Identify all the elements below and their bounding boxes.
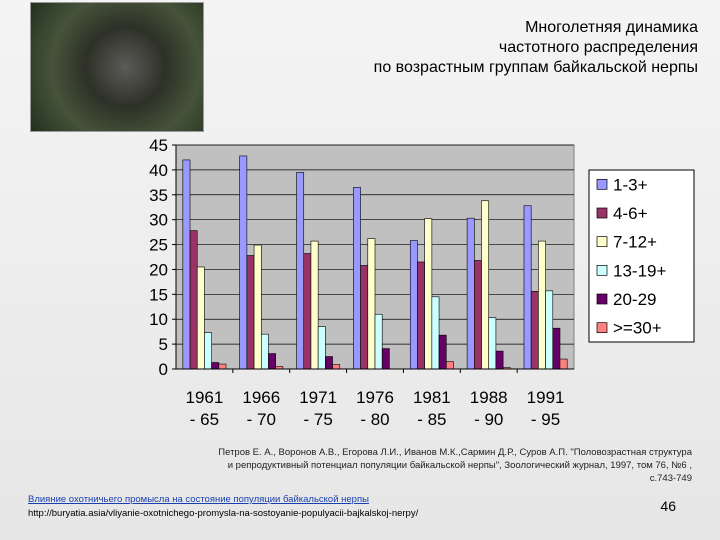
bar-3-0 [353, 187, 361, 370]
bar-4-5 [445, 361, 454, 370]
legend-label-5: >=30+ [613, 319, 662, 338]
bar-2-5 [332, 364, 341, 370]
y-tick-label-4: 20 [149, 260, 168, 279]
x-tick-label-5-a: 1988 [470, 388, 508, 407]
y-tick-label-8: 40 [149, 161, 168, 180]
y-tick-label-9: 45 [149, 136, 168, 155]
legend-label-4: 20-29 [613, 290, 656, 309]
bar-0-4 [211, 362, 220, 370]
chart-container: 0 5 10 15 20 25 30 35 40 45 1961 - 65 1966 - 70 1971 - … [128, 130, 698, 440]
slide-title: Многолетняя динамика частотного распреде… [278, 18, 698, 78]
bar-2-0 [296, 172, 305, 370]
legend-label-0: 1-3+ [613, 175, 648, 194]
title-line-2: частотного распределения [498, 39, 698, 56]
bar-4-0 [409, 240, 418, 370]
bar-5-0 [466, 217, 475, 370]
legend-label-1: 4-6+ [613, 204, 648, 223]
bar-4-2 [424, 218, 433, 370]
bar-3-1 [360, 265, 369, 370]
bar-2-3 [317, 326, 326, 370]
bar-6-0 [523, 205, 532, 370]
page-number: 46 [660, 498, 676, 514]
bar-0-0 [182, 159, 191, 370]
bar-1-4 [268, 353, 276, 370]
bar-1-2 [253, 244, 262, 370]
x-tick-label-1-b: - 70 [247, 410, 276, 429]
bar-0-2 [196, 266, 205, 370]
x-tick-label-4-b: - 85 [417, 410, 446, 429]
x-tick-label-1-a: 1966 [242, 388, 280, 407]
title-line-3: по возрастным группам байкальской нерпы [373, 59, 698, 76]
legend-label-3: 13-19+ [613, 261, 666, 280]
legend-swatch-3 [596, 264, 608, 276]
bar-3-3 [374, 313, 383, 370]
bar-2-4 [325, 356, 333, 370]
x-tick-label-2-b: - 75 [303, 410, 332, 429]
bar-5-3 [488, 317, 497, 370]
bar-0-3 [204, 332, 212, 370]
bar-6-1 [530, 291, 539, 370]
x-tick-label-3-a: 1976 [356, 388, 394, 407]
legend-swatch-5 [596, 322, 608, 334]
y-tick-label-5: 25 [149, 236, 168, 255]
bar-5-4 [495, 350, 504, 370]
y-tick-label-2: 10 [149, 310, 168, 329]
bar-3-2 [367, 238, 376, 370]
bar-0-5 [218, 363, 227, 370]
y-tick-label-1: 5 [159, 335, 168, 354]
bar-5-2 [481, 200, 490, 370]
x-tick-label-6-b: - 95 [531, 410, 560, 429]
bar-6-3 [545, 290, 554, 370]
y-tick-label-6: 30 [149, 211, 168, 230]
bar-1-0 [239, 155, 248, 370]
bar-6-4 [552, 327, 561, 370]
x-tick-label-2-a: 1971 [299, 388, 337, 407]
x-tick-label-6-a: 1991 [527, 388, 565, 407]
legend-swatch-4 [596, 293, 608, 305]
bar-2-2 [310, 240, 319, 370]
bar-4-3 [431, 296, 440, 370]
bar-6-2 [538, 240, 546, 370]
x-tick-label-4-a: 1981 [413, 388, 451, 407]
legend-swatch-2 [596, 236, 608, 248]
x-tick-label-0-a: 1961 [186, 388, 224, 407]
bar-1-1 [246, 255, 255, 370]
bar-3-4 [381, 348, 390, 370]
y-tick-label-3: 15 [149, 285, 168, 304]
source-link[interactable]: Влияние охотничьего промысла на состояни… [28, 494, 369, 505]
y-tick-label-7: 35 [149, 186, 168, 205]
seal-photo [30, 2, 204, 132]
x-tick-label-3-b: - 80 [360, 410, 389, 429]
legend-swatch-0 [596, 178, 608, 190]
title-line-1: Многолетняя динамика [525, 19, 698, 36]
legend-swatch-1 [596, 207, 608, 219]
citation: Петров Е. А., Воронов А.В., Егорова Л.И.… [218, 447, 692, 484]
x-tick-label-5-b: - 90 [474, 410, 503, 429]
bar-4-1 [417, 261, 425, 370]
x-tick-label-0-b: - 65 [190, 410, 219, 429]
bar-1-3 [260, 333, 269, 370]
bar-5-1 [474, 260, 482, 370]
legend-box [588, 169, 695, 343]
bar-4-4 [438, 334, 447, 370]
bar-6-5 [559, 358, 568, 370]
bar-0-1 [189, 230, 198, 370]
y-tick-label-0: 0 [159, 360, 168, 379]
legend-label-2: 7-12+ [613, 233, 657, 252]
source-url: http://buryatia.asia/vliyanie-oxotnicheg… [28, 508, 419, 519]
bar-2-1 [303, 253, 312, 370]
bar-chart: 0 5 10 15 20 25 30 35 40 45 1961 - 65 1966 - 70 1971 - … [149, 136, 695, 429]
